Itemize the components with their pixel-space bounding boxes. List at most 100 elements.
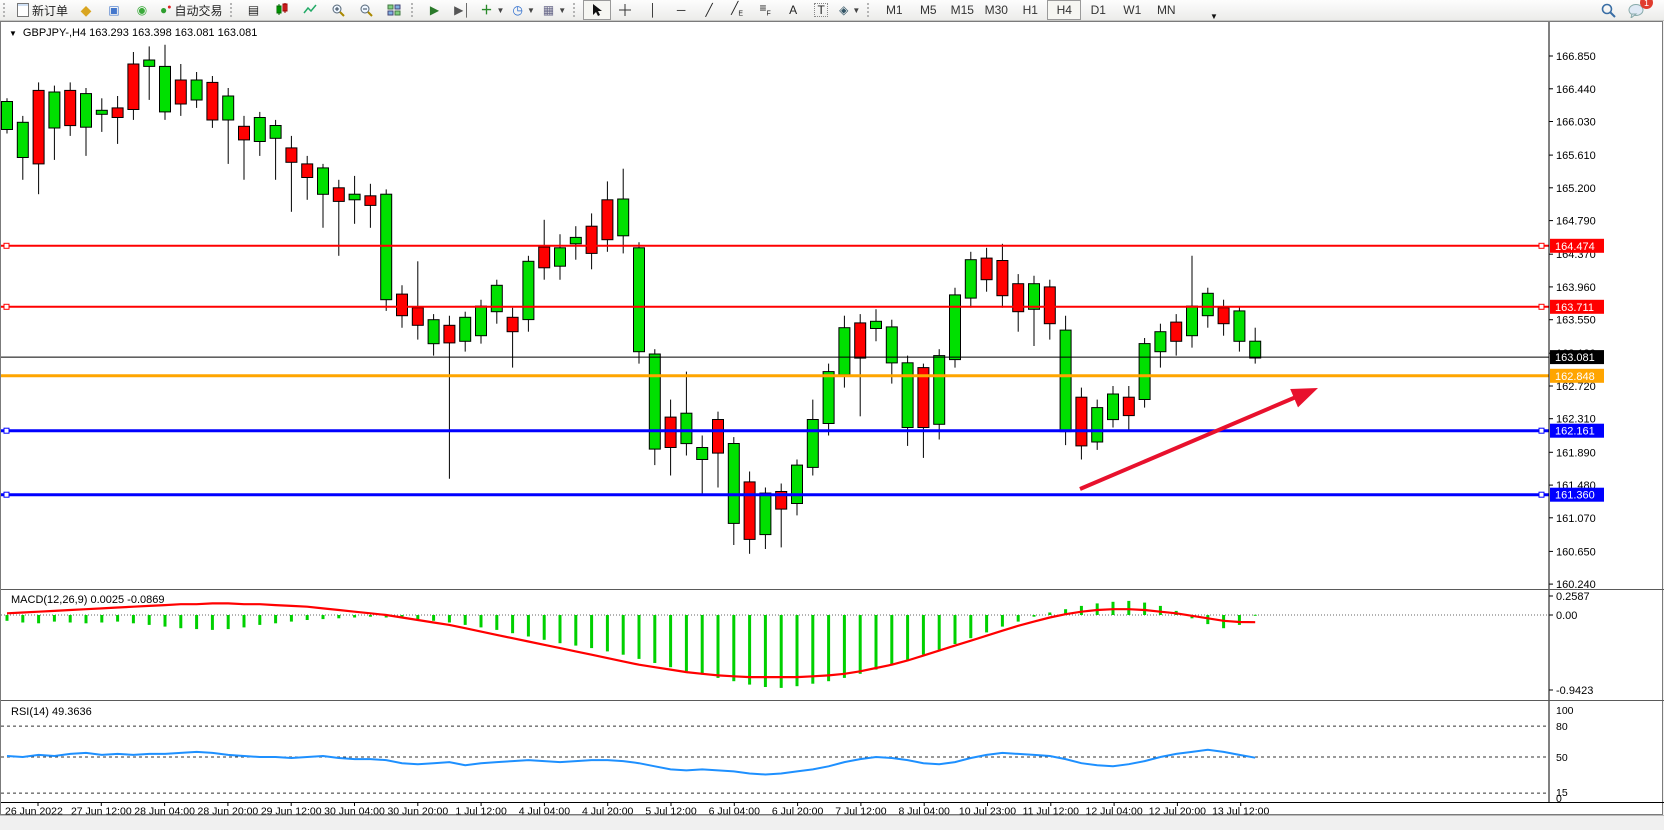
tf-M5-button[interactable]: M5 xyxy=(919,3,937,17)
line-chart-button[interactable] xyxy=(296,0,324,20)
price-tick-label: 162.720 xyxy=(1556,381,1596,393)
candle xyxy=(1138,343,1151,401)
overflow-chevron-icon[interactable]: ▼ xyxy=(1210,12,1218,21)
tile-windows-icon xyxy=(387,3,401,17)
toolbar-grip[interactable] xyxy=(410,3,418,17)
macd-histogram-bar xyxy=(5,615,9,621)
trend-arrow-line[interactable] xyxy=(1079,395,1297,491)
arrows-tool-button[interactable]: ◈ ▼ xyxy=(835,0,864,20)
chart-shift-button[interactable]: ▶│ xyxy=(449,0,477,20)
text-tool-button[interactable]: A xyxy=(779,0,807,20)
macd-axis-label: -0.9423 xyxy=(1556,685,1593,697)
candle xyxy=(838,327,851,376)
line-handle[interactable] xyxy=(3,303,10,310)
crosshair-icon xyxy=(618,3,632,17)
toolbar-grip[interactable] xyxy=(573,3,580,17)
line-handle[interactable] xyxy=(1538,491,1545,498)
macd-histogram-bar xyxy=(684,615,688,672)
candle xyxy=(348,193,361,201)
search-button[interactable] xyxy=(1594,0,1622,20)
add-indicator-button[interactable]: ＋ ▼ xyxy=(477,0,509,20)
time-axis[interactable]: 26 Jun 2022 27 Jun 12:00 28 Jun 04:00 28 Ju… xyxy=(1,802,1664,816)
macd-histogram-bar xyxy=(937,615,941,650)
macd-histogram-bar xyxy=(131,615,135,624)
periods-button[interactable]: ◷ ▼ xyxy=(508,0,538,20)
chat-button[interactable]: 1 xyxy=(1622,0,1653,20)
trend-arrow-head[interactable] xyxy=(1290,388,1318,408)
tf-M30-button[interactable]: M30 xyxy=(984,3,1008,17)
vertical-line-tool-button[interactable]: │ xyxy=(639,0,667,20)
price-tick-label: 165.200 xyxy=(1556,183,1596,195)
tf-M15-button[interactable]: M15 xyxy=(950,3,974,17)
bar-chart-button[interactable]: ▤ xyxy=(240,0,268,20)
macd-histogram-bar xyxy=(1143,602,1147,615)
candle xyxy=(1201,292,1214,317)
macd-histogram-bar xyxy=(653,615,657,663)
candle xyxy=(648,353,661,450)
macd-histogram-bar xyxy=(416,615,420,620)
candle xyxy=(317,167,329,195)
macd-histogram-bar xyxy=(574,615,578,646)
line-handle[interactable] xyxy=(3,491,10,498)
line-chart-icon xyxy=(302,3,317,17)
macd-histogram-bar xyxy=(842,615,846,678)
crosshair-tool-button[interactable] xyxy=(611,0,639,20)
candle xyxy=(238,125,250,141)
line-handle[interactable] xyxy=(3,242,10,249)
candle xyxy=(1186,305,1198,337)
macd-histogram-bar xyxy=(1253,614,1257,616)
zoom-in-button[interactable] xyxy=(324,0,352,20)
line-handle[interactable] xyxy=(1538,427,1545,434)
zoom-out-button[interactable] xyxy=(352,0,380,20)
line-handle[interactable] xyxy=(1538,242,1545,249)
macd-histogram-bar xyxy=(116,615,120,622)
signals-button[interactable]: ◉ xyxy=(128,0,156,20)
macd-histogram-bar xyxy=(811,615,815,684)
rsi-pane-chart[interactable]: 100 80 50 150 xyxy=(1,700,1664,803)
macd-histogram-bar xyxy=(1237,615,1241,625)
tf-D1-button[interactable]: D1 xyxy=(1090,3,1106,17)
fibonacci-tool-button[interactable]: ≡F xyxy=(751,0,779,20)
candle xyxy=(712,419,724,454)
toolbar-grip[interactable] xyxy=(229,3,237,17)
price-tick-label: 166.030 xyxy=(1556,117,1596,129)
price-pane-chart[interactable]: 166.850 166.440 166.030 165.610 165.200 164.7… xyxy=(1,22,1664,589)
text-label-tool-button[interactable]: T xyxy=(807,0,835,20)
trendline-tool-button[interactable]: ╱ xyxy=(695,0,723,20)
toolbar-grip[interactable] xyxy=(867,3,874,17)
time-tick-label: 30 Jun 04:00 xyxy=(324,806,385,817)
tf-M1-button[interactable]: M1 xyxy=(885,3,903,17)
macd-pane-chart[interactable]: 0.2587 0.00 -0.9423 xyxy=(1,589,1664,700)
tile-windows-button[interactable] xyxy=(380,0,408,20)
rsi-axis-label: 50 xyxy=(1556,752,1568,764)
chevron-down-icon: ▼ xyxy=(852,5,861,15)
price-tag xyxy=(1550,487,1604,502)
equidistant-channel-tool-button[interactable]: ╱E xyxy=(723,0,751,20)
tf-W1-button[interactable]: W1 xyxy=(1123,3,1142,17)
tf-H4-button[interactable]: H4 xyxy=(1047,0,1082,20)
candle xyxy=(1012,283,1025,313)
rsi-axis-label: 100 xyxy=(1556,705,1574,717)
candlestick-chart-button[interactable] xyxy=(268,0,296,20)
horizontal-line-tool-button[interactable]: ─ xyxy=(667,0,695,20)
toolbar-grip[interactable] xyxy=(3,3,10,17)
tf-MN-button[interactable]: MN xyxy=(1156,3,1176,17)
collapse-triangle-icon[interactable]: ▼ xyxy=(9,28,17,38)
macd-histogram-bar xyxy=(305,615,309,620)
autotrading-button[interactable]: ●● 自动交易 xyxy=(156,0,227,20)
metaeditor-button[interactable]: ◆ xyxy=(72,0,100,20)
auto-scroll-button[interactable]: ▶ xyxy=(421,0,449,20)
publisher-button[interactable]: ▣ xyxy=(100,0,128,20)
macd-signal-line xyxy=(6,602,1256,679)
candle xyxy=(964,259,977,299)
candle xyxy=(1170,321,1183,342)
line-handle[interactable] xyxy=(1538,303,1545,310)
macd-histogram-bar xyxy=(163,615,167,627)
templates-button[interactable]: ▦ ▼ xyxy=(539,0,570,20)
line-handle[interactable] xyxy=(3,427,10,434)
macd-histogram-bar xyxy=(558,615,562,644)
new-order-button[interactable]: 新订单 xyxy=(13,0,72,20)
cursor-tool-button[interactable] xyxy=(583,0,612,20)
tf-H1-button[interactable]: H1 xyxy=(1022,3,1038,17)
macd-histogram-bar xyxy=(100,615,104,623)
